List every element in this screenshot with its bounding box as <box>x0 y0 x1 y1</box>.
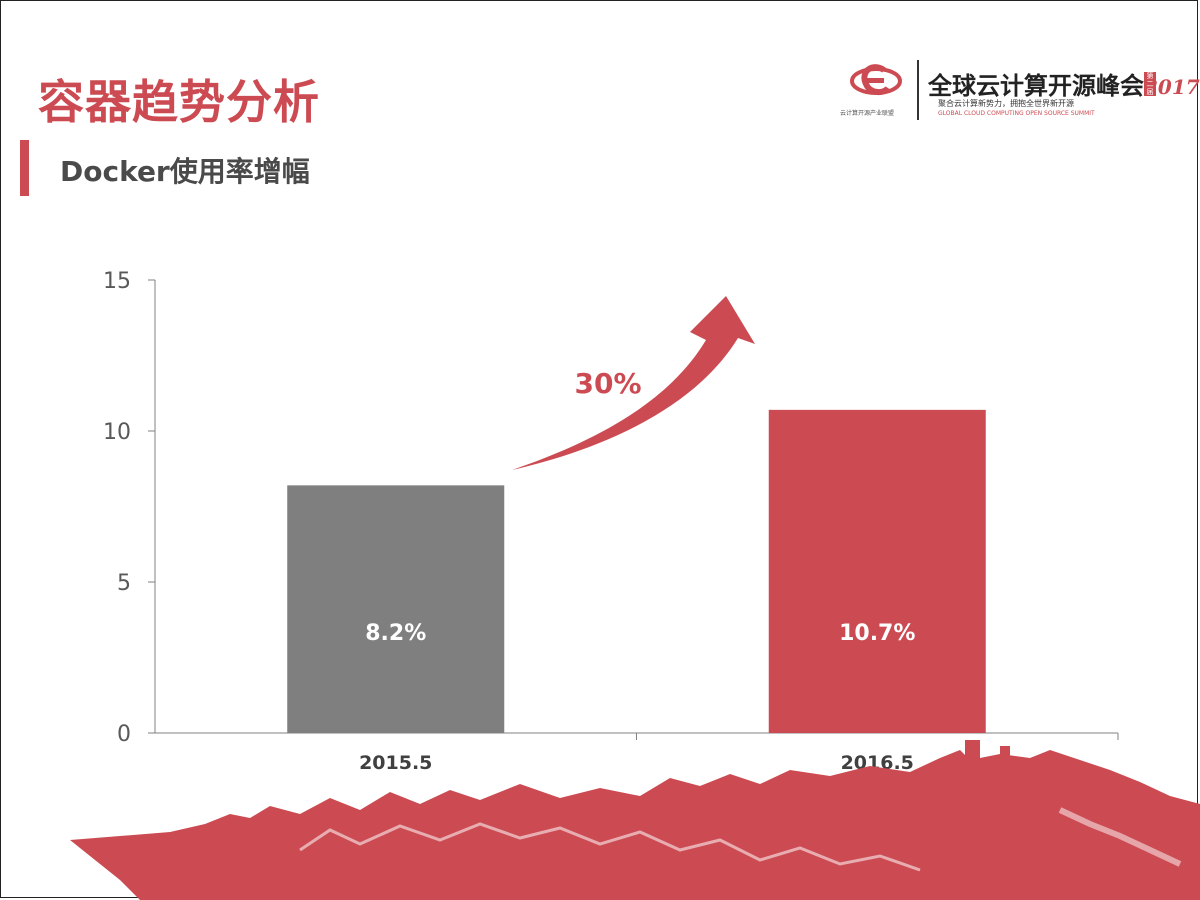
logo-english: GLOBAL CLOUD COMPUTING OPEN SOURCE SUMMI… <box>938 110 1095 117</box>
growth-annotation: 30% <box>574 367 641 400</box>
y-tick-label: 10 <box>103 420 131 445</box>
x-tick-label: 2015.5 <box>359 752 432 774</box>
bar-data-label: 10.7% <box>839 621 915 646</box>
bar-2016.5 <box>768 409 986 733</box>
subtitle-accent-bar <box>20 140 29 196</box>
bar-data-label: 8.2% <box>365 621 426 646</box>
logo-badge: 第二届 <box>1144 72 1156 96</box>
y-tick-label: 5 <box>117 571 131 596</box>
logo-org: 云计算开源产业联盟 <box>840 110 895 117</box>
summit-logo: 云计算开源产业联盟 全球云计算开源峰会2017 第二届 聚合云计算新势力，拥抱全… <box>840 58 1200 124</box>
y-tick-label: 15 <box>103 269 131 294</box>
great-wall-decoration <box>70 740 1200 900</box>
logo-divider <box>917 60 919 120</box>
logo-name: 全球云计算开源峰会2017 <box>928 71 1200 100</box>
logo-slogan: 聚合云计算新势力，拥抱全世界新开源 <box>938 99 1074 108</box>
bar-2015.5 <box>287 485 505 733</box>
summit-emblem-icon <box>850 64 902 96</box>
growth-arrow-icon <box>512 296 755 470</box>
slide-title: 容器趋势分析 <box>38 75 320 129</box>
y-tick-label: 0 <box>117 722 131 747</box>
slide-subtitle: Docker使用率增幅 <box>60 155 310 188</box>
x-tick-label: 2016.5 <box>841 752 914 774</box>
